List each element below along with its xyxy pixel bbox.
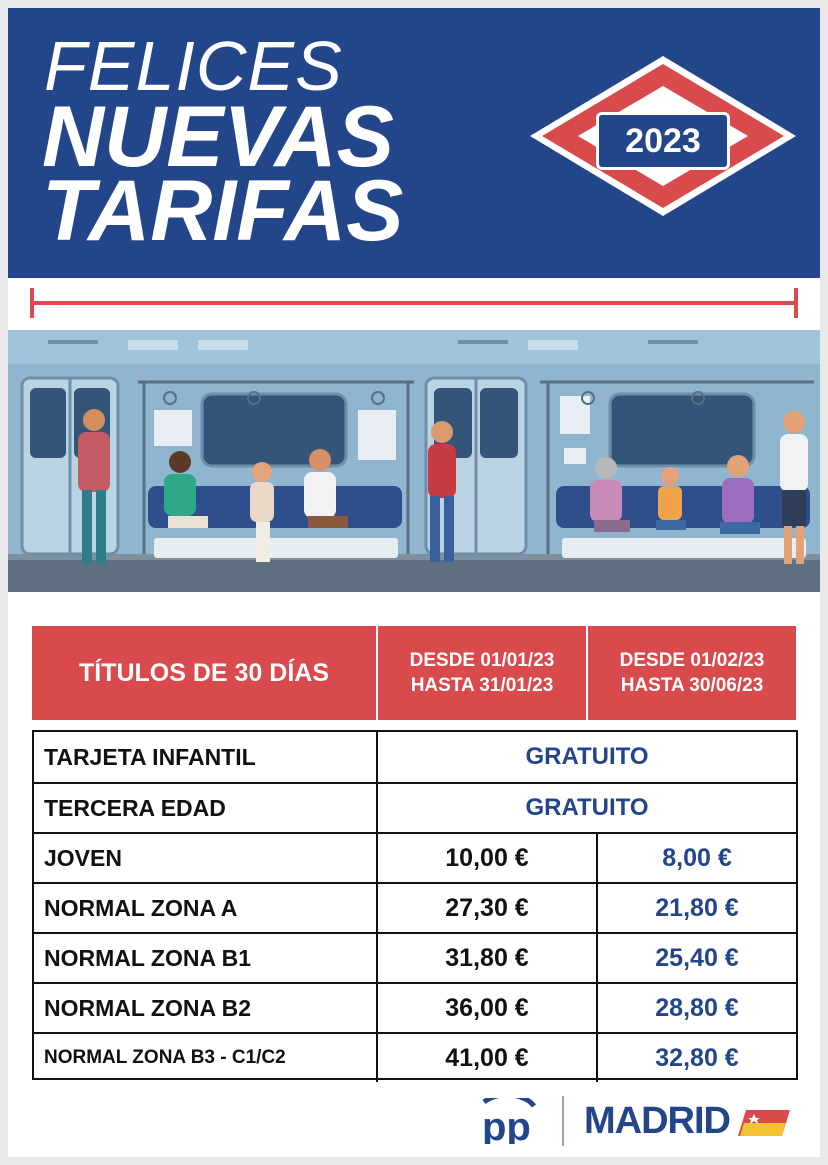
table-row: TARJETA INFANTIL GRATUITO	[34, 732, 796, 782]
table-row: NORMAL ZONA B3 - C1/C2 41,00 € 32,80 €	[34, 1032, 796, 1082]
red-divider	[30, 288, 798, 318]
price-period1: 10,00 €	[378, 834, 598, 882]
footer-separator	[562, 1096, 564, 1146]
headline-nuevas: NUEVAS	[42, 89, 395, 185]
period1-to: HASTA 31/01/23	[410, 675, 554, 696]
header-banner: FELICES NUEVAS TARIFAS 2023	[8, 8, 820, 278]
price-period2: 28,80 €	[655, 993, 739, 1022]
pp-logo-icon: pp	[482, 1098, 537, 1144]
headline-tarifas: TARIFAS	[42, 163, 404, 259]
row-label: NORMAL ZONA B3 - C1/C2	[34, 1034, 378, 1082]
table-title: TÍTULOS DE 30 DÍAS	[78, 658, 330, 687]
price-period1: 27,30 €	[378, 884, 598, 932]
price-period2: 25,40 €	[655, 943, 739, 972]
period1-header: DESDE 01/01/23 HASTA 31/01/23	[378, 626, 586, 720]
table-row: NORMAL ZONA A 27,30 € 21,80 €	[34, 882, 796, 932]
period2-to: HASTA 30/06/23	[620, 675, 764, 696]
row-label: NORMAL ZONA A	[34, 884, 378, 932]
madrid-flag-icon	[738, 1110, 790, 1136]
price-period1: 41,00 €	[378, 1034, 598, 1082]
price-period1: 36,00 €	[378, 984, 598, 1032]
table-row: TERCERA EDAD GRATUITO	[34, 782, 796, 832]
year-badge: 2023	[596, 112, 730, 170]
table-row: JOVEN 10,00 € 8,00 €	[34, 832, 796, 882]
price-period2: 21,80 €	[655, 893, 739, 922]
poster: FELICES NUEVAS TARIFAS 2023	[8, 8, 820, 1157]
madrid-logo-text: MADRID	[584, 1100, 731, 1142]
row-label: TARJETA INFANTIL	[34, 732, 378, 782]
price-period2: 8,00 €	[662, 843, 732, 872]
svg-text:pp: pp	[482, 1105, 531, 1144]
row-value: GRATUITO	[525, 794, 649, 821]
metro-carriage-illustration	[8, 330, 820, 592]
table-row: NORMAL ZONA B1 31,80 € 25,40 €	[34, 932, 796, 982]
fares-table: TARJETA INFANTIL GRATUITO TERCERA EDAD G…	[32, 730, 798, 1082]
row-label: TERCERA EDAD	[34, 784, 378, 832]
price-period2: 32,80 €	[655, 1043, 739, 1072]
row-label: JOVEN	[34, 834, 378, 882]
row-label: NORMAL ZONA B2	[34, 984, 378, 1032]
period2-header: DESDE 01/02/23 HASTA 30/06/23	[588, 626, 796, 720]
period2-from: DESDE 01/02/23	[619, 650, 765, 671]
price-period1: 31,80 €	[378, 934, 598, 982]
table-row: NORMAL ZONA B2 36,00 € 28,80 €	[34, 982, 796, 1032]
row-label: NORMAL ZONA B1	[34, 934, 378, 982]
headline-felices: FELICES	[44, 27, 343, 105]
table-title-header: TÍTULOS DE 30 DÍAS	[32, 626, 376, 720]
period1-from: DESDE 01/01/23	[409, 650, 555, 671]
row-value: GRATUITO	[525, 743, 649, 770]
